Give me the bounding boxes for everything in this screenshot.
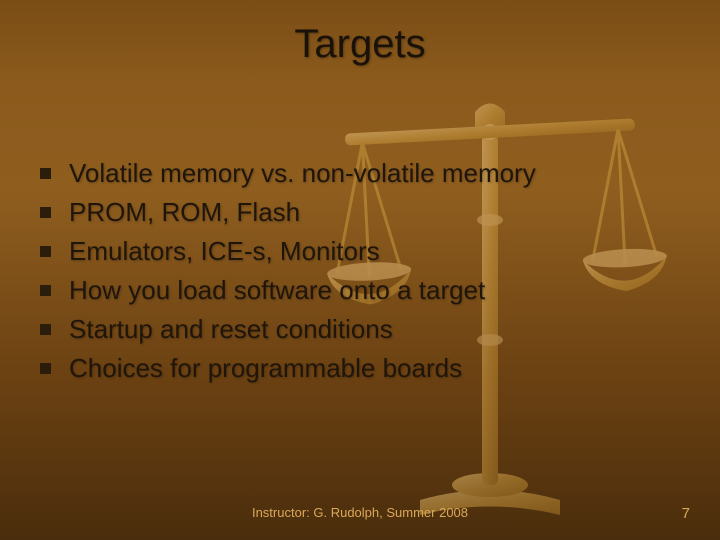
footer-text: Instructor: G. Rudolph, Summer 2008 [0, 505, 720, 520]
bullet-icon [40, 285, 51, 296]
bullet-text: How you load software onto a target [69, 275, 485, 306]
bullet-icon [40, 168, 51, 179]
list-item: How you load software onto a target [40, 275, 680, 306]
list-item: Choices for programmable boards [40, 353, 680, 384]
list-item: Startup and reset conditions [40, 314, 680, 345]
slide-title: Targets [0, 22, 720, 67]
bullet-icon [40, 207, 51, 218]
bullet-text: Startup and reset conditions [69, 314, 393, 345]
page-number: 7 [682, 505, 690, 522]
list-item: PROM, ROM, Flash [40, 197, 680, 228]
bullet-text: Volatile memory vs. non-volatile memory [69, 158, 536, 189]
bullet-text: Choices for programmable boards [69, 353, 462, 384]
bullet-text: Emulators, ICE-s, Monitors [69, 236, 380, 267]
bullet-text: PROM, ROM, Flash [69, 197, 300, 228]
bullet-icon [40, 363, 51, 374]
bullet-icon [40, 324, 51, 335]
list-item: Emulators, ICE-s, Monitors [40, 236, 680, 267]
bullet-list: Volatile memory vs. non-volatile memory … [40, 158, 680, 392]
bullet-icon [40, 246, 51, 257]
list-item: Volatile memory vs. non-volatile memory [40, 158, 680, 189]
